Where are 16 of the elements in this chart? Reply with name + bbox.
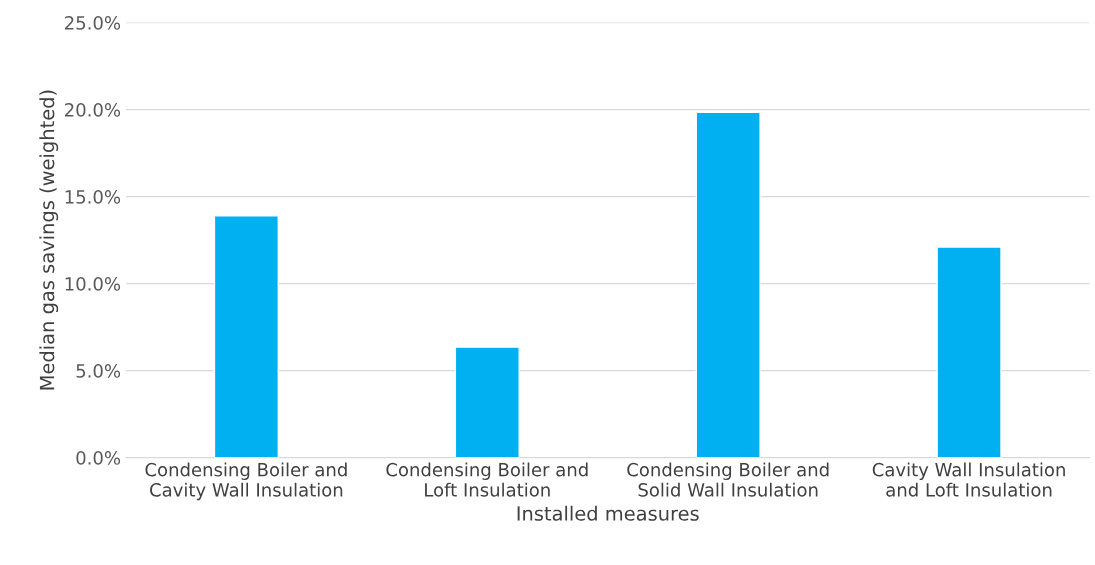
x-tick-label: Cavity Wall Insulation and Loft Insulation [872, 462, 1065, 497]
bar [695, 111, 761, 458]
bar [213, 215, 279, 458]
y-tick-label: 15.0% [65, 190, 121, 204]
y-tick-label: 20.0% [65, 103, 121, 117]
x-axis-title: Installed measures [517, 505, 699, 521]
y-tick-label: 5.0% [76, 364, 121, 378]
bar [454, 346, 520, 458]
bar [936, 246, 1002, 458]
y-tick-label: 0.0% [76, 451, 121, 465]
y-axis-title: Median gas savings (weighted) [39, 90, 59, 390]
x-tick-label: Condensing Boiler and Cavity Wall Insulation [145, 462, 347, 501]
y-tick-label: 25.0% [65, 16, 121, 30]
x-tick-label: Condensing Boiler and Loft Insulation [386, 462, 588, 497]
x-tick-label: Condensing Boiler and Solid Wall Insulation [627, 462, 829, 497]
y-tick-label: 10.0% [65, 277, 121, 291]
